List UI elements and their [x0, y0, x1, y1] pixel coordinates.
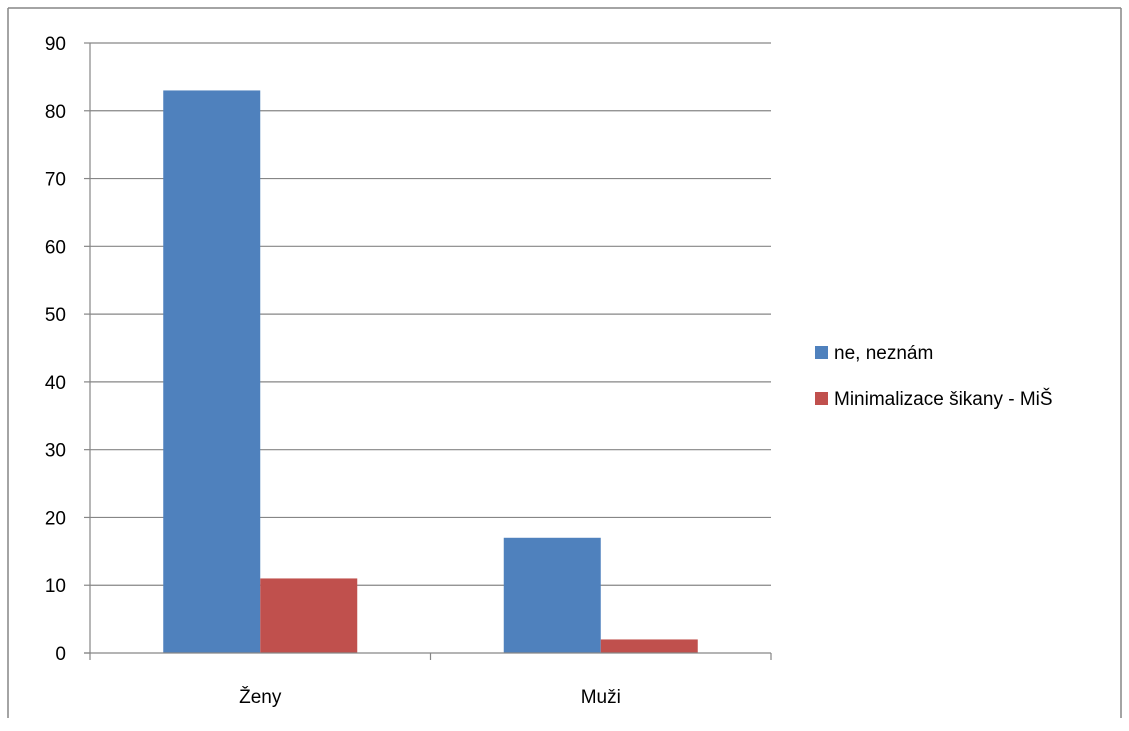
y-tick-label: 0 — [55, 644, 66, 665]
x-tick-label: Muži — [581, 687, 621, 708]
y-tick-label: 10 — [45, 576, 66, 597]
bars — [163, 90, 698, 653]
y-tick-label: 40 — [45, 373, 66, 394]
y-tick-labels: 0 10 20 30 40 50 60 70 80 90 — [45, 34, 66, 665]
bar-0-0 — [163, 90, 261, 653]
bar-1-0 — [503, 537, 601, 653]
y-tick-label: 90 — [45, 34, 66, 55]
y-tick-label: 60 — [45, 237, 66, 258]
y-tick-label: 30 — [45, 441, 66, 462]
legend-label-0: ne, neznám — [834, 343, 933, 364]
legend: ne, neznám Minimalizace šikany - MiŠ — [815, 343, 1053, 410]
y-tick-label: 80 — [45, 102, 66, 123]
axes — [84, 42, 772, 660]
x-tick-labels: Ženy Muži — [239, 686, 621, 708]
y-tick-label: 50 — [45, 305, 66, 326]
legend-swatch-1 — [815, 392, 828, 405]
legend-swatch-0 — [815, 346, 828, 359]
x-tick-label: Ženy — [239, 686, 282, 708]
bar-0-1 — [260, 578, 358, 653]
legend-label-1: Minimalizace šikany - MiŠ — [834, 388, 1053, 410]
bar-1-1 — [600, 639, 698, 653]
y-tick-label: 70 — [45, 170, 66, 191]
y-tick-label: 20 — [45, 508, 66, 529]
